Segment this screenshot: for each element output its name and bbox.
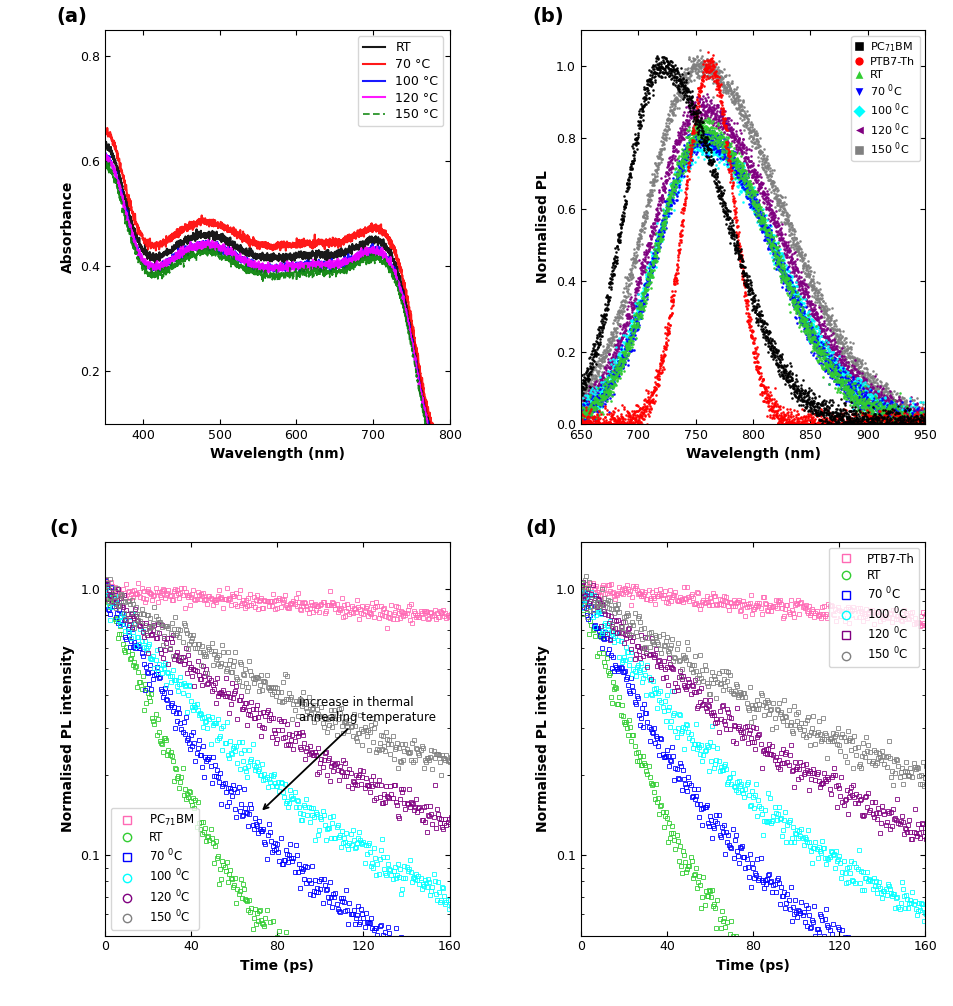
150 °C [119, 209, 131, 221]
150 °C [442, 469, 454, 481]
100 °C [119, 202, 131, 214]
100 °C [443, 464, 455, 476]
120 °C [99, 153, 111, 165]
150 °C [101, 155, 112, 167]
150 °C [172, 259, 184, 271]
70 °C [99, 121, 111, 133]
RT [442, 457, 454, 469]
150 °C [99, 159, 111, 171]
120 °C [443, 463, 455, 475]
Line: RT: RT [105, 142, 449, 463]
100 °C [335, 260, 346, 272]
70 °C [443, 447, 455, 459]
150 °C [228, 250, 239, 263]
RT [240, 244, 252, 257]
Text: (c): (c) [50, 519, 79, 538]
Legend: PC$_{71}$BM, PTB7-Th, RT, 70 $^0$C, 100 $^0$C, 120 $^0$C, 150 $^0$C: PC$_{71}$BM, PTB7-Th, RT, 70 $^0$C, 100 … [850, 36, 919, 162]
120 °C [100, 149, 112, 161]
X-axis label: Time (ps): Time (ps) [240, 959, 314, 973]
70 °C [172, 231, 184, 243]
100 °C [99, 147, 111, 159]
100 °C [443, 459, 455, 471]
Text: increase in thermal
annealing temperature: increase in thermal annealing temperatur… [263, 696, 436, 809]
RT [172, 238, 184, 250]
Legend: RT, 70 °C, 100 °C, 120 °C, 150 °C: RT, 70 °C, 100 °C, 120 °C, 150 °C [357, 36, 443, 127]
120 °C [241, 255, 253, 267]
Y-axis label: Absorbance: Absorbance [60, 181, 74, 274]
120 °C [228, 245, 239, 258]
Line: 150 °C: 150 °C [105, 161, 449, 475]
Y-axis label: Normalised PL intensity: Normalised PL intensity [61, 646, 74, 832]
100 °C [172, 254, 184, 266]
100 °C [241, 258, 253, 270]
Text: (a): (a) [56, 7, 88, 26]
Line: 70 °C: 70 °C [105, 127, 449, 455]
70 °C [335, 236, 346, 248]
Line: 100 °C: 100 °C [105, 153, 449, 470]
Legend: PTB7-Th, RT, 70 $^0$C, 100 $^0$C, 120 $^0$C, 150 $^0$C: PTB7-Th, RT, 70 $^0$C, 100 $^0$C, 120 $^… [828, 548, 919, 667]
RT [335, 243, 346, 256]
RT [443, 454, 455, 466]
70 °C [239, 234, 251, 246]
Y-axis label: Normalised PL intensity: Normalised PL intensity [536, 646, 550, 832]
120 °C [172, 247, 184, 260]
70 °C [119, 177, 131, 189]
Text: (b): (b) [532, 7, 563, 26]
Text: (d): (d) [525, 519, 557, 538]
100 °C [228, 254, 239, 266]
150 °C [443, 464, 455, 476]
RT [119, 192, 131, 204]
120 °C [335, 257, 346, 269]
RT [228, 242, 239, 255]
100 °C [240, 257, 252, 269]
120 °C [240, 258, 252, 270]
150 °C [241, 263, 253, 275]
100 °C [99, 153, 111, 165]
X-axis label: Wavelength (nm): Wavelength (nm) [685, 448, 820, 461]
150 °C [335, 266, 346, 278]
Line: 120 °C: 120 °C [105, 155, 449, 469]
150 °C [240, 261, 252, 273]
Y-axis label: Normalised PL: Normalised PL [536, 171, 550, 284]
70 °C [241, 234, 253, 246]
RT [100, 136, 112, 148]
70 °C [228, 229, 239, 241]
X-axis label: Wavelength (nm): Wavelength (nm) [210, 448, 344, 461]
Legend: PC$_{71}$BM, RT, 70 $^0$C, 100 $^0$C, 120 $^0$C, 150 $^0$C: PC$_{71}$BM, RT, 70 $^0$C, 100 $^0$C, 12… [111, 808, 198, 930]
RT [99, 138, 111, 150]
X-axis label: Time (ps): Time (ps) [716, 959, 789, 973]
70 °C [442, 449, 454, 461]
120 °C [119, 203, 131, 215]
RT [241, 245, 253, 258]
